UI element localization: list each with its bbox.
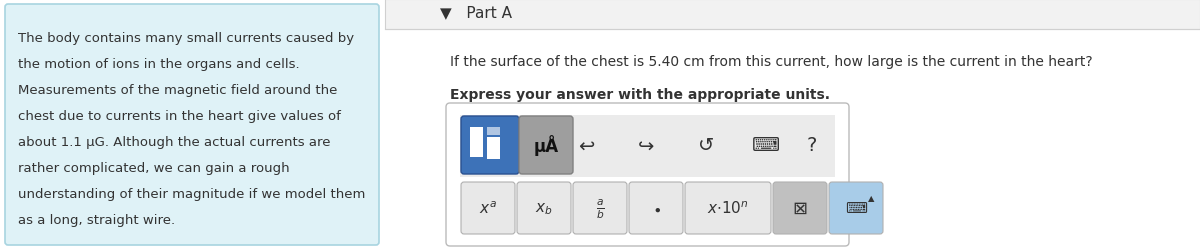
Text: μÅ: μÅ [534, 135, 558, 156]
FancyBboxPatch shape [517, 182, 571, 234]
Text: Measurements of the magnetic field around the: Measurements of the magnetic field aroun… [18, 84, 337, 96]
Bar [470, 128, 482, 157]
Bar [487, 128, 500, 136]
Text: $x^{a}$: $x^{a}$ [479, 200, 497, 216]
Text: ↩: ↩ [578, 136, 594, 155]
Text: as a long, straight wire.: as a long, straight wire. [18, 213, 175, 226]
FancyBboxPatch shape [629, 182, 683, 234]
FancyBboxPatch shape [446, 104, 850, 246]
Text: If the surface of the chest is 5.40 cm from this current, how large is the curre: If the surface of the chest is 5.40 cm f… [450, 55, 1093, 69]
Text: The body contains many small currents caused by: The body contains many small currents ca… [18, 32, 354, 45]
Text: $x_{b}$: $x_{b}$ [535, 200, 553, 216]
Text: rather complicated, we can gain a rough: rather complicated, we can gain a rough [18, 161, 289, 174]
Bar [460, 116, 835, 177]
Text: ▲: ▲ [868, 193, 874, 202]
FancyBboxPatch shape [773, 182, 827, 234]
Text: ↺: ↺ [698, 136, 714, 155]
Text: ⌨: ⌨ [845, 201, 866, 216]
Text: ▼   Part A: ▼ Part A [440, 5, 512, 20]
Bar [487, 138, 500, 159]
FancyBboxPatch shape [574, 182, 628, 234]
Text: ⊠: ⊠ [792, 199, 808, 217]
Text: $x{\cdot}10^{n}$: $x{\cdot}10^{n}$ [707, 200, 749, 216]
FancyBboxPatch shape [5, 5, 379, 245]
FancyBboxPatch shape [461, 116, 520, 174]
FancyBboxPatch shape [829, 182, 883, 234]
FancyBboxPatch shape [520, 116, 574, 174]
Text: $\bullet$: $\bullet$ [652, 201, 660, 216]
Text: ⌨: ⌨ [752, 136, 780, 155]
Bar [385, 0, 1200, 30]
FancyBboxPatch shape [685, 182, 772, 234]
Text: ↪: ↪ [638, 136, 654, 155]
Text: $\frac{a}{b}$: $\frac{a}{b}$ [595, 196, 605, 220]
Text: ?: ? [806, 136, 817, 155]
FancyBboxPatch shape [461, 182, 515, 234]
Text: about 1.1 μG. Although the actual currents are: about 1.1 μG. Although the actual curren… [18, 136, 330, 148]
Text: understanding of their magnitude if we model them: understanding of their magnitude if we m… [18, 187, 365, 200]
Text: chest due to currents in the heart give values of: chest due to currents in the heart give … [18, 110, 341, 122]
Text: Express your answer with the appropriate units.: Express your answer with the appropriate… [450, 88, 830, 102]
Text: the motion of ions in the organs and cells.: the motion of ions in the organs and cel… [18, 58, 300, 71]
